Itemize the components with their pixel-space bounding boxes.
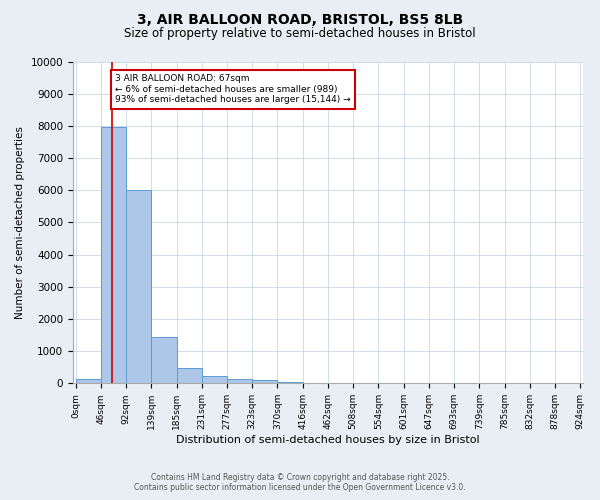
Bar <box>151 338 176 384</box>
Bar <box>202 376 227 384</box>
Text: 3 AIR BALLOON ROAD: 67sqm
← 6% of semi-detached houses are smaller (989)
93% of : 3 AIR BALLOON ROAD: 67sqm ← 6% of semi-d… <box>115 74 351 104</box>
X-axis label: Distribution of semi-detached houses by size in Bristol: Distribution of semi-detached houses by … <box>176 435 480 445</box>
Text: 3, AIR BALLOON ROAD, BRISTOL, BS5 8LB: 3, AIR BALLOON ROAD, BRISTOL, BS5 8LB <box>137 12 463 26</box>
Bar <box>277 382 303 384</box>
Bar <box>227 380 252 384</box>
Text: Contains HM Land Registry data © Crown copyright and database right 2025.
Contai: Contains HM Land Registry data © Crown c… <box>134 473 466 492</box>
Bar <box>252 380 277 384</box>
Y-axis label: Number of semi-detached properties: Number of semi-detached properties <box>15 126 25 319</box>
Bar <box>176 368 202 384</box>
Bar <box>126 190 151 384</box>
Bar <box>101 128 126 384</box>
Bar <box>76 378 101 384</box>
Text: Size of property relative to semi-detached houses in Bristol: Size of property relative to semi-detach… <box>124 28 476 40</box>
